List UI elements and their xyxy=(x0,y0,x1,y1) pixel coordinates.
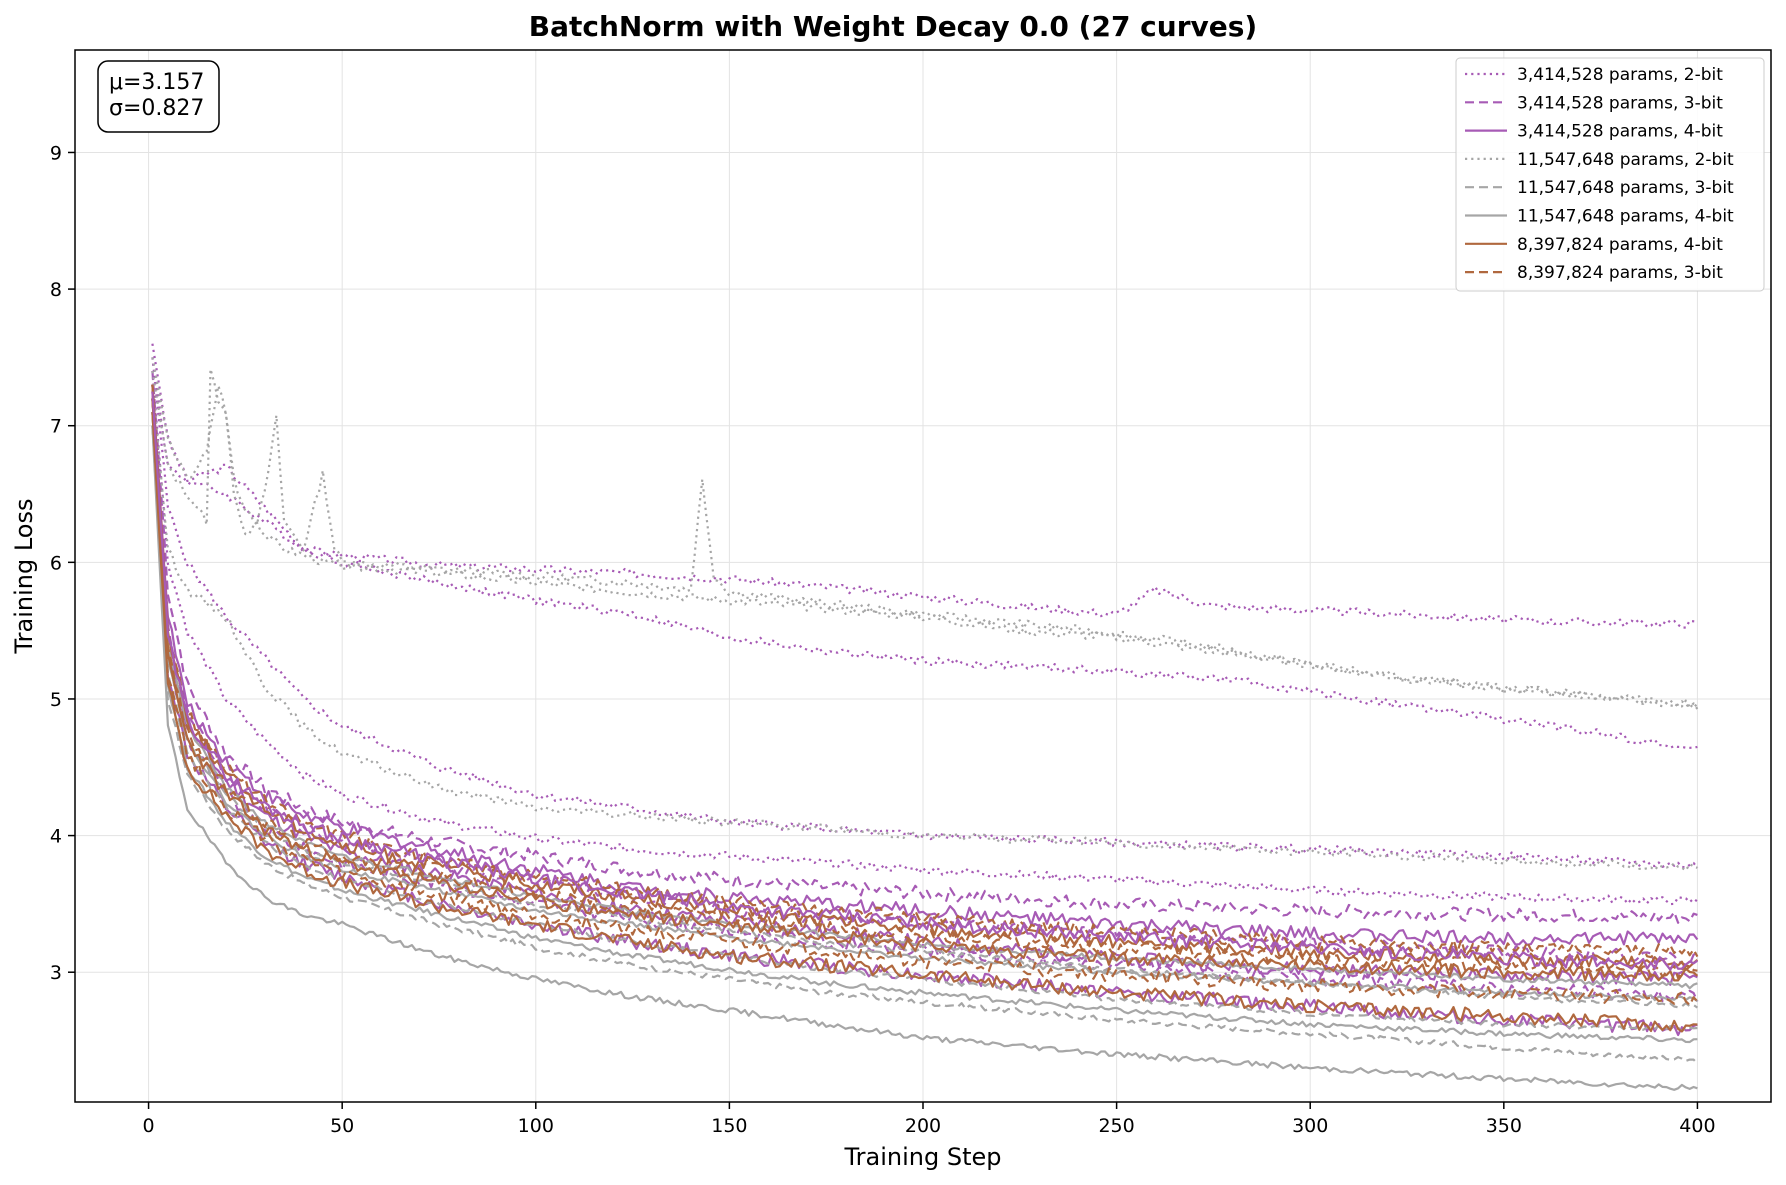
legend-frame xyxy=(1455,57,1765,292)
x-tick-label: 300 xyxy=(1292,1115,1328,1137)
x-tick-label: 0 xyxy=(143,1115,155,1137)
series-line xyxy=(151,357,1699,710)
series-line xyxy=(151,398,1699,1003)
legend-entry-label: 8,397,824 params, 3-bit xyxy=(1517,263,1723,283)
series-line xyxy=(151,398,1698,990)
series-line xyxy=(151,357,1698,749)
y-tick-label: 7 xyxy=(50,416,62,438)
series-line xyxy=(151,357,1699,869)
series-line xyxy=(151,391,1699,971)
y-axis-ticks: 3 4 5 6 7 8 9 xyxy=(50,142,75,984)
y-tick-label: 6 xyxy=(50,552,62,574)
y-axis-label: Training Loss xyxy=(10,499,38,655)
y-tick-label: 9 xyxy=(50,142,62,164)
series-line xyxy=(151,425,1699,1009)
y-tick-label: 8 xyxy=(50,279,62,301)
series-line xyxy=(151,425,1698,1091)
x-tick-label: 50 xyxy=(330,1115,354,1137)
legend-entry-label: 8,397,824 params, 4-bit xyxy=(1517,235,1723,255)
x-tick-label: 200 xyxy=(905,1115,941,1137)
x-tick-label: 250 xyxy=(1098,1115,1134,1137)
stats-mu: μ=3.157 xyxy=(109,70,204,95)
series-line xyxy=(151,371,1698,924)
series-lines xyxy=(151,343,1699,1091)
y-tick-label: 4 xyxy=(50,826,62,848)
x-tick-label: 100 xyxy=(518,1115,554,1137)
legend-entry-label: 11,547,648 params, 4-bit xyxy=(1517,207,1734,227)
legend-entry-label: 11,547,648 params, 3-bit xyxy=(1517,178,1734,198)
legend-entry-label: 3,414,528 params, 4-bit xyxy=(1517,122,1723,142)
legend-entry-label: 3,414,528 params, 2-bit xyxy=(1517,65,1723,85)
y-tick-label: 5 xyxy=(50,689,62,711)
x-axis-label: Training Step xyxy=(844,1143,1002,1171)
series-line xyxy=(151,425,1699,1065)
legend: 3,414,528 params, 2-bit 3,414,528 params,… xyxy=(1455,57,1765,292)
series-line xyxy=(151,412,1698,1033)
y-tick-label: 3 xyxy=(50,962,62,984)
chart-title: BatchNorm with Weight Decay 0.0 (27 curv… xyxy=(529,10,1257,43)
series-line xyxy=(151,343,1698,629)
series-line xyxy=(151,384,1699,946)
legend-entry-label: 11,547,648 params, 2-bit xyxy=(1517,150,1734,170)
series-line xyxy=(151,412,1698,1033)
series-line xyxy=(151,391,1698,980)
x-axis-ticks: 0 50 100 150 200 250 300 350 400 xyxy=(143,1102,1716,1137)
legend-entry-label: 3,414,528 params, 3-bit xyxy=(1517,93,1723,113)
series-line xyxy=(151,398,1699,1007)
stats-sigma: σ=0.827 xyxy=(109,96,204,121)
x-tick-label: 400 xyxy=(1679,1115,1715,1137)
stats-box-frame xyxy=(97,60,220,133)
stats-box: μ=3.157 σ=0.827 xyxy=(97,60,220,133)
x-tick-label: 350 xyxy=(1486,1115,1522,1137)
series-line xyxy=(151,371,1699,906)
series-line xyxy=(151,412,1698,1044)
series-line xyxy=(151,384,1698,872)
series-line xyxy=(151,412,1699,1003)
x-tick-label: 150 xyxy=(711,1115,747,1137)
series-line xyxy=(151,384,1699,959)
